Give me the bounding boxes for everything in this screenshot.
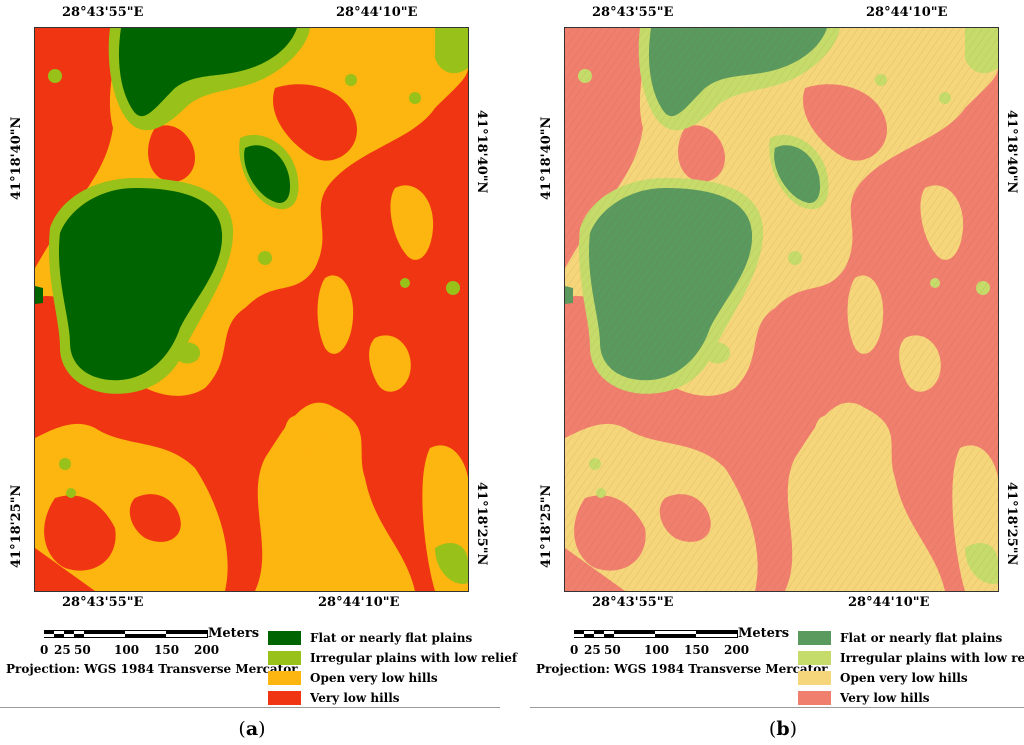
- legend-label: Flat or nearly flat plains: [310, 631, 473, 645]
- scale-tick: 150: [154, 643, 180, 657]
- scale-unit: Meters: [738, 626, 790, 641]
- legend-swatch: [268, 651, 301, 665]
- scale-tick: 0: [570, 643, 579, 657]
- map-panel-a: 28°43'55"E 28°44'10"E 28°43'55"E 28°44'1…: [0, 0, 517, 745]
- legend-label: Irregular plains with low relief: [310, 651, 518, 665]
- legend-label: Irregular plains with low relief: [840, 651, 1024, 665]
- legend-label: Very low hills: [310, 691, 400, 705]
- scale-tick: 50: [74, 643, 91, 657]
- caption-divider: [530, 707, 1024, 708]
- legend-swatch: [798, 631, 831, 645]
- scale-bar: [574, 630, 738, 638]
- coord-bottom-left: 28°43'55"E: [592, 595, 674, 610]
- legend-item-irregular-plains: Irregular plains with low relief: [798, 648, 1024, 668]
- scale-tick: 50: [604, 643, 621, 657]
- legend-swatch: [798, 671, 831, 685]
- scale-tick: 100: [644, 643, 670, 657]
- class-very-low-hills-area: [35, 28, 468, 591]
- legend-label: Flat or nearly flat plains: [840, 631, 1003, 645]
- coord-bottom-right: 28°44'10"E: [848, 595, 930, 610]
- legend-item-very-low-hills: Very low hills: [798, 688, 1024, 708]
- coord-top-left: 28°43'55"E: [62, 5, 144, 20]
- legend-item-flat-plains: Flat or nearly flat plains: [798, 628, 1024, 648]
- coord-left-top: 41°18'40"N: [539, 116, 554, 200]
- projection-note: Projection: WGS 1984 Transverse Mercator: [536, 662, 828, 676]
- legend: Flat or nearly flat plains Irregular pla…: [798, 628, 1024, 708]
- legend-item-irregular-plains: Irregular plains with low relief: [268, 648, 517, 668]
- panel-caption-a: (a): [238, 718, 266, 740]
- coord-top-right: 28°44'10"E: [866, 5, 948, 20]
- legend-swatch: [798, 691, 831, 705]
- scale-bar: [44, 630, 208, 638]
- legend-label: Open very low hills: [840, 671, 968, 685]
- legend-label: Very low hills: [840, 691, 930, 705]
- landform-map-a: [34, 27, 469, 592]
- legend: Flat or nearly flat plains Irregular pla…: [268, 628, 517, 708]
- map-panel-b: 28°43'55"E 28°44'10"E 28°43'55"E 28°44'1…: [530, 0, 1024, 745]
- legend-swatch: [798, 651, 831, 665]
- projection-note: Projection: WGS 1984 Transverse Mercator: [6, 662, 298, 676]
- class-flat-plains-area: [35, 28, 297, 381]
- legend-item-open-very-low-hills: Open very low hills: [268, 668, 517, 688]
- coord-left-bottom: 41°18'25"N: [9, 484, 24, 568]
- scale-tick: 100: [114, 643, 140, 657]
- hillshade-texture: [565, 28, 998, 591]
- caption-divider: [0, 707, 500, 708]
- coord-right-bottom: 41°18'25"N: [1004, 482, 1019, 566]
- scale-tick-labels: 0 25 50 100 150 200: [566, 643, 766, 657]
- legend-item-flat-plains: Flat or nearly flat plains: [268, 628, 517, 648]
- coord-left-top: 41°18'40"N: [9, 116, 24, 200]
- legend-swatch: [268, 691, 301, 705]
- scale-tick-labels: 0 25 50 100 150 200: [36, 643, 236, 657]
- legend-item-very-low-hills: Very low hills: [268, 688, 517, 708]
- scale-unit: Meters: [208, 626, 260, 641]
- scale-tick: 25: [584, 643, 601, 657]
- scale-tick: 200: [194, 643, 220, 657]
- scale-tick: 25: [54, 643, 71, 657]
- coord-top-left: 28°43'55"E: [592, 5, 674, 20]
- panel-caption-b: (b): [768, 718, 798, 740]
- legend-label: Open very low hills: [310, 671, 438, 685]
- scale-tick: 0: [40, 643, 49, 657]
- coord-bottom-left: 28°43'55"E: [62, 595, 144, 610]
- scale-tick: 150: [684, 643, 710, 657]
- coord-right-top: 41°18'40"N: [1004, 110, 1019, 194]
- legend-swatch: [268, 671, 301, 685]
- coord-left-bottom: 41°18'25"N: [539, 484, 554, 568]
- scale-tick: 200: [724, 643, 750, 657]
- legend-swatch: [268, 631, 301, 645]
- landform-map-b-hillshade: [564, 27, 999, 592]
- coord-bottom-right: 28°44'10"E: [318, 595, 400, 610]
- legend-item-open-very-low-hills: Open very low hills: [798, 668, 1024, 688]
- coord-top-right: 28°44'10"E: [336, 5, 418, 20]
- coord-right-top: 41°18'40"N: [474, 110, 489, 194]
- coord-right-bottom: 41°18'25"N: [474, 482, 489, 566]
